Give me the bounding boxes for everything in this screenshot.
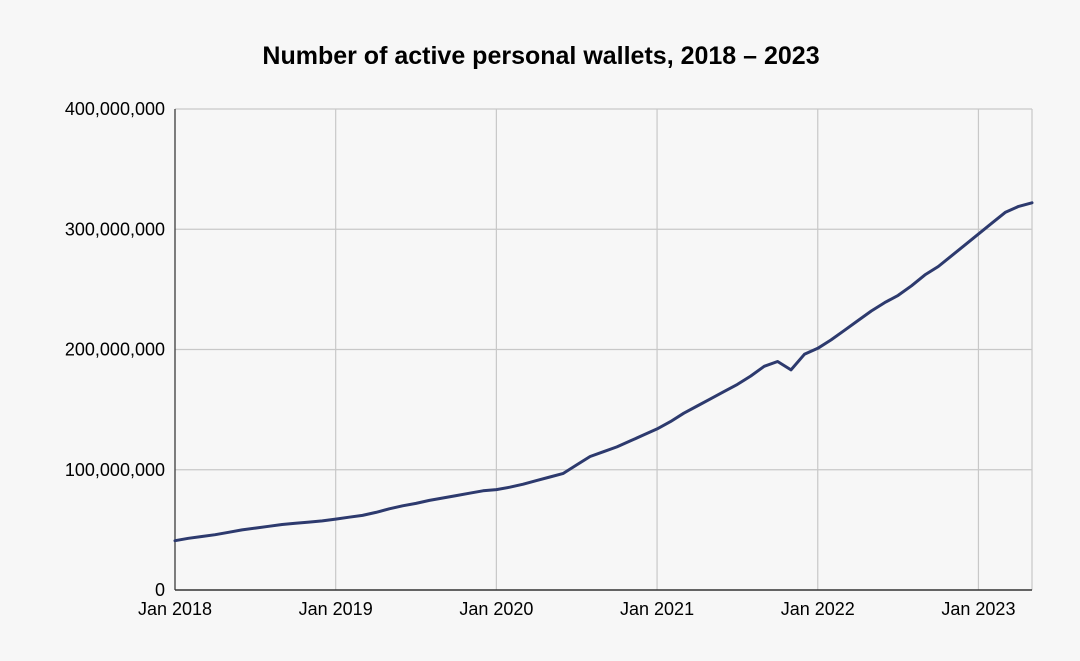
x-tick-label: Jan 2022 [781, 599, 855, 619]
series [173, 201, 1034, 543]
y-tick-label: 300,000,000 [65, 219, 165, 239]
y-tick-label: 100,000,000 [65, 460, 165, 480]
axes [174, 109, 1032, 591]
x-tick-label: Jan 2020 [459, 599, 533, 619]
chart-title: Number of active personal wallets, 2018 … [262, 42, 820, 70]
x-tick-label: Jan 2021 [620, 599, 694, 619]
y-tick-label: 400,000,000 [65, 99, 165, 119]
x-tick-label: Jan 2023 [941, 599, 1015, 619]
x-tick-label: Jan 2018 [138, 599, 212, 619]
series-line-0 [173, 201, 1034, 543]
grid-lines [174, 108, 1033, 590]
y-tick-label: 0 [155, 580, 165, 600]
tick-labels: 0 100,000,000 200,000,000 300,000,000 400,00… [65, 99, 1016, 619]
y-tick-label: 200,000,000 [65, 340, 165, 360]
x-tick-label: Jan 2019 [299, 599, 373, 619]
